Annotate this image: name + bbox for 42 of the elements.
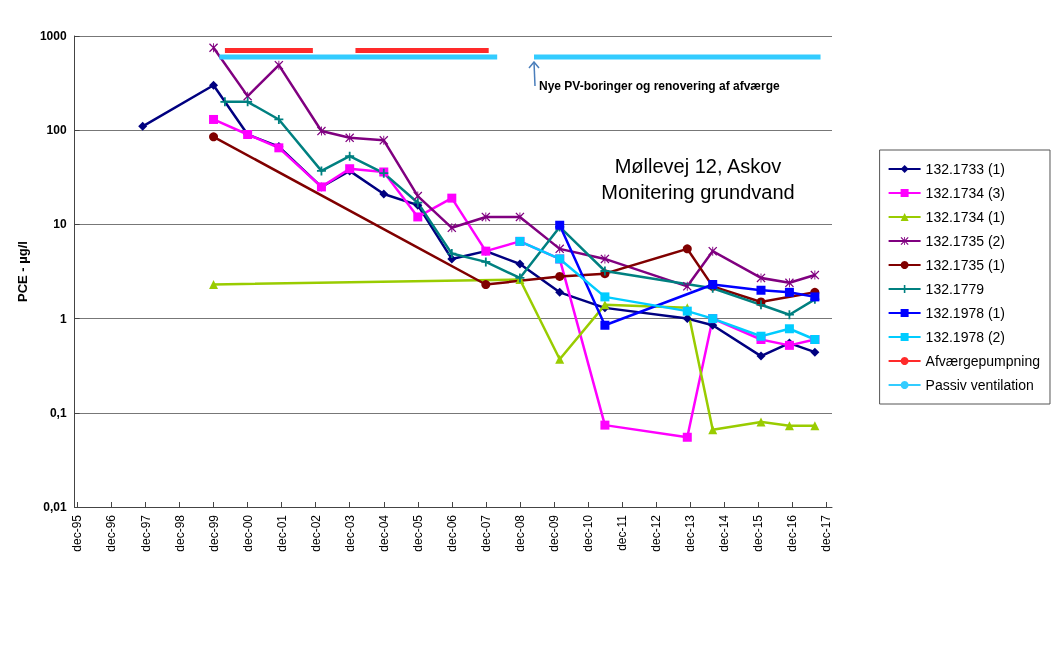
y-tick-label: 0,1 — [49, 405, 67, 420]
x-tick-label: dec-07 — [478, 514, 493, 552]
x-tick-label: dec-95 — [70, 514, 85, 552]
x-tick-label: dec-97 — [138, 514, 153, 552]
y-tick-label: 1000 — [39, 29, 67, 43]
x-tick-label: dec-03 — [342, 514, 357, 552]
legend-label: 132.1978 (1) — [925, 305, 1006, 321]
x-tick-label: dec-16 — [785, 514, 800, 552]
y-tick-label: 0,01 — [43, 500, 67, 514]
x-tick-label: dec-08 — [512, 514, 527, 552]
x-tick-label: dec-96 — [104, 514, 119, 552]
y-axis-title: PCE - µg/l — [15, 241, 30, 302]
x-tick-label: dec-01 — [274, 514, 289, 552]
x-tick-label: dec-14 — [717, 514, 732, 552]
x-tick-label: dec-13 — [683, 514, 698, 552]
x-tick-label: dec-12 — [649, 514, 664, 552]
legend-label: 132.1734 (1) — [925, 209, 1006, 225]
x-tick-label: dec-11 — [614, 514, 629, 551]
legend-label: 132.1734 (3) — [925, 185, 1006, 201]
legend-label: 132.1779 — [925, 281, 985, 297]
legend-label: 132.1733 (1) — [925, 161, 1006, 177]
x-tick-label: dec-06 — [444, 514, 459, 552]
x-tick-label: dec-99 — [206, 514, 221, 552]
x-tick-label: dec-05 — [410, 514, 425, 552]
y-tick-label: 1 — [59, 311, 67, 326]
text: Møllevej 12, Askov Monitering grundvand — [601, 155, 795, 203]
x-tick-label: dec-02 — [308, 514, 323, 552]
y-tick-label: 10 — [53, 217, 67, 232]
x-tick-label: dec-98 — [172, 514, 187, 552]
x-tick-label: dec-15 — [751, 514, 766, 552]
legend-label: Afværgepumpning — [925, 353, 1041, 369]
x-tick-label: dec-10 — [580, 514, 595, 552]
legend-label: Passiv ventilation — [925, 377, 1034, 393]
annotation: Nye PV-boringer og renovering af afværge — [538, 78, 780, 93]
legend-label: 132.1978 (2) — [925, 329, 1006, 345]
y-tick-label: 100 — [46, 123, 67, 138]
x-tick-label: dec-17 — [819, 514, 834, 552]
x-tick-label: dec-04 — [376, 514, 391, 552]
x-tick-label: dec-00 — [240, 514, 255, 552]
legend-label: 132.1735 (1) — [925, 257, 1006, 273]
x-tick-label: dec-09 — [546, 514, 561, 552]
legend-label: 132.1735 (2) — [925, 233, 1006, 249]
